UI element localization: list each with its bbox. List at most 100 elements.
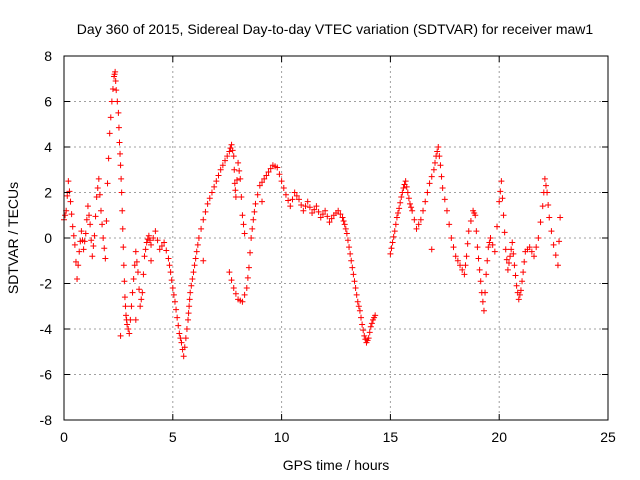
data-point bbox=[248, 235, 255, 241]
data-point bbox=[356, 307, 363, 314]
data-point bbox=[485, 244, 492, 251]
data-point-interp bbox=[188, 282, 195, 289]
data-points bbox=[61, 68, 564, 360]
data-point-interp bbox=[219, 162, 226, 169]
data-point-interp bbox=[168, 277, 175, 284]
data-point bbox=[76, 248, 83, 255]
data-point bbox=[422, 198, 429, 205]
data-point-interp bbox=[355, 303, 362, 310]
data-point bbox=[474, 244, 481, 251]
data-point-interp bbox=[280, 184, 287, 191]
data-point bbox=[546, 214, 553, 221]
data-point-interp bbox=[512, 272, 519, 279]
data-point-interp bbox=[315, 208, 322, 215]
data-point bbox=[391, 228, 398, 235]
data-point-interp bbox=[70, 232, 77, 239]
data-point bbox=[393, 214, 400, 221]
data-point bbox=[230, 285, 237, 292]
data-point bbox=[554, 262, 561, 269]
data-point bbox=[245, 264, 252, 271]
data-point-interp bbox=[342, 225, 349, 232]
data-point bbox=[137, 303, 144, 310]
data-point bbox=[143, 239, 150, 246]
data-point bbox=[189, 275, 196, 282]
data-point-interp bbox=[175, 322, 182, 329]
data-point bbox=[517, 287, 524, 294]
data-point bbox=[100, 235, 107, 241]
data-point-interp bbox=[231, 166, 238, 173]
data-point bbox=[367, 323, 374, 330]
data-point bbox=[226, 269, 233, 276]
data-point bbox=[91, 232, 98, 239]
data-point bbox=[428, 246, 435, 253]
data-point bbox=[465, 228, 472, 235]
data-point bbox=[304, 198, 311, 205]
data-point-interp bbox=[112, 78, 119, 85]
data-point bbox=[78, 228, 85, 235]
data-point bbox=[186, 303, 193, 310]
data-point bbox=[261, 175, 268, 182]
y-tick-label: 6 bbox=[44, 94, 52, 110]
x-tick-label: 10 bbox=[274, 429, 290, 445]
data-point bbox=[348, 257, 355, 264]
data-point bbox=[326, 219, 333, 226]
data-point-interp bbox=[99, 221, 106, 228]
data-point-interp bbox=[434, 148, 441, 155]
data-point bbox=[309, 209, 316, 216]
y-tick-label: -8 bbox=[40, 412, 53, 428]
data-point bbox=[250, 216, 257, 223]
data-point-interp bbox=[133, 258, 140, 265]
data-point-interp bbox=[92, 213, 99, 220]
data-point-interp bbox=[545, 202, 552, 209]
data-point-interp bbox=[236, 167, 243, 174]
data-point-interp bbox=[233, 176, 240, 183]
data-point-interp bbox=[464, 240, 471, 247]
data-point bbox=[361, 332, 368, 339]
data-point bbox=[491, 248, 498, 255]
data-point bbox=[359, 321, 366, 328]
y-tick-label: -4 bbox=[40, 321, 53, 337]
data-point bbox=[67, 198, 74, 205]
y-tick-label: -6 bbox=[40, 367, 53, 383]
data-point bbox=[452, 253, 459, 260]
data-point-interp bbox=[107, 114, 114, 121]
data-point bbox=[191, 262, 198, 269]
data-point-interp bbox=[131, 262, 138, 269]
data-point-interp bbox=[72, 258, 79, 265]
data-point bbox=[117, 162, 124, 169]
data-point bbox=[113, 87, 120, 94]
data-point-interp bbox=[368, 320, 375, 327]
data-point bbox=[217, 166, 224, 173]
data-point bbox=[193, 248, 200, 255]
data-point-interp bbox=[86, 212, 93, 219]
data-point-interp bbox=[505, 260, 512, 267]
data-point-interp bbox=[267, 165, 274, 172]
data-point-interp bbox=[150, 235, 157, 241]
data-point-interp bbox=[114, 98, 121, 105]
data-point-interp bbox=[194, 241, 201, 248]
data-point bbox=[430, 166, 437, 173]
x-tick-label: 25 bbox=[600, 429, 616, 445]
data-point bbox=[461, 271, 468, 278]
data-point-interp bbox=[548, 228, 555, 235]
data-point bbox=[102, 255, 109, 262]
data-point bbox=[457, 262, 464, 269]
data-point bbox=[317, 214, 324, 221]
data-point-interp bbox=[120, 244, 127, 251]
data-point-interp bbox=[408, 204, 415, 211]
data-point-interp bbox=[454, 257, 461, 264]
data-point bbox=[426, 180, 433, 187]
data-point-interp bbox=[173, 306, 180, 313]
data-point-interp bbox=[462, 262, 469, 269]
data-point bbox=[439, 184, 446, 191]
data-point bbox=[117, 332, 124, 339]
data-point bbox=[230, 153, 237, 160]
data-point-interp bbox=[528, 248, 535, 255]
data-point bbox=[498, 178, 505, 185]
data-point bbox=[402, 178, 409, 185]
data-point-interp bbox=[403, 183, 410, 190]
data-point-interp bbox=[119, 207, 126, 214]
data-point-interp bbox=[366, 329, 373, 336]
data-point-interp bbox=[475, 255, 482, 262]
data-point bbox=[511, 262, 518, 269]
